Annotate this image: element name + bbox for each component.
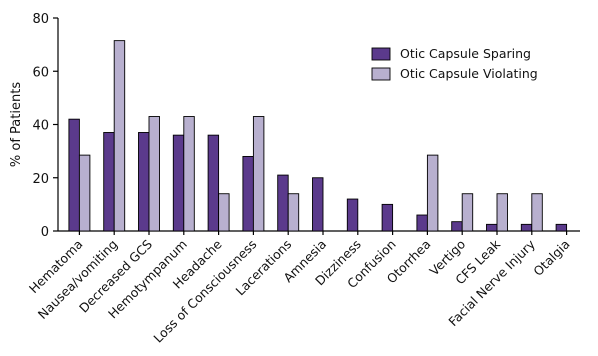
bar-violating: [426, 154, 439, 232]
bar-sparing: [138, 132, 150, 232]
bar-sparing: [207, 134, 220, 232]
bars: [68, 40, 568, 232]
legend-label: Otic Capsule Violating: [400, 66, 538, 81]
bar-violating: [113, 40, 126, 232]
bar-sparing: [486, 223, 498, 232]
bar-sparing: [381, 203, 394, 232]
bar-violating: [78, 154, 91, 232]
bar-sparing: [312, 177, 324, 232]
legend-swatch: [371, 47, 391, 61]
bar-sparing: [277, 174, 289, 232]
bar-sparing: [242, 155, 254, 232]
bar-sparing: [172, 134, 185, 232]
bar-violating: [531, 193, 543, 232]
y-axis-label: % of Patients: [9, 82, 24, 167]
x-tick-label: Otalgia: [530, 237, 572, 279]
bar-sparing: [103, 132, 115, 232]
bar-violating: [252, 116, 265, 232]
y-tick-label: 80: [32, 12, 49, 27]
bar-sparing: [416, 214, 428, 232]
bar-violating: [496, 193, 508, 232]
legend-label: Otic Capsule Sparing: [400, 46, 531, 61]
bar-sparing: [555, 223, 568, 232]
y-tick-label: 0: [41, 225, 49, 240]
y-tick-label: 40: [32, 119, 49, 134]
bar-violating: [287, 193, 300, 232]
bar-sparing: [451, 221, 463, 232]
bar-violating: [148, 116, 160, 232]
bar-sparing: [68, 118, 80, 232]
legend-swatch: [371, 67, 391, 81]
bar-violating: [218, 193, 230, 232]
y-tick-label: 20: [32, 172, 49, 187]
legend: Otic Capsule Sparing Otic Capsule Violati…: [371, 46, 538, 81]
bar-sparing: [346, 198, 359, 232]
bar-violating: [183, 116, 195, 232]
y-tick-label: 60: [32, 65, 49, 80]
bar-sparing: [520, 223, 533, 232]
bar-violating: [461, 193, 474, 232]
